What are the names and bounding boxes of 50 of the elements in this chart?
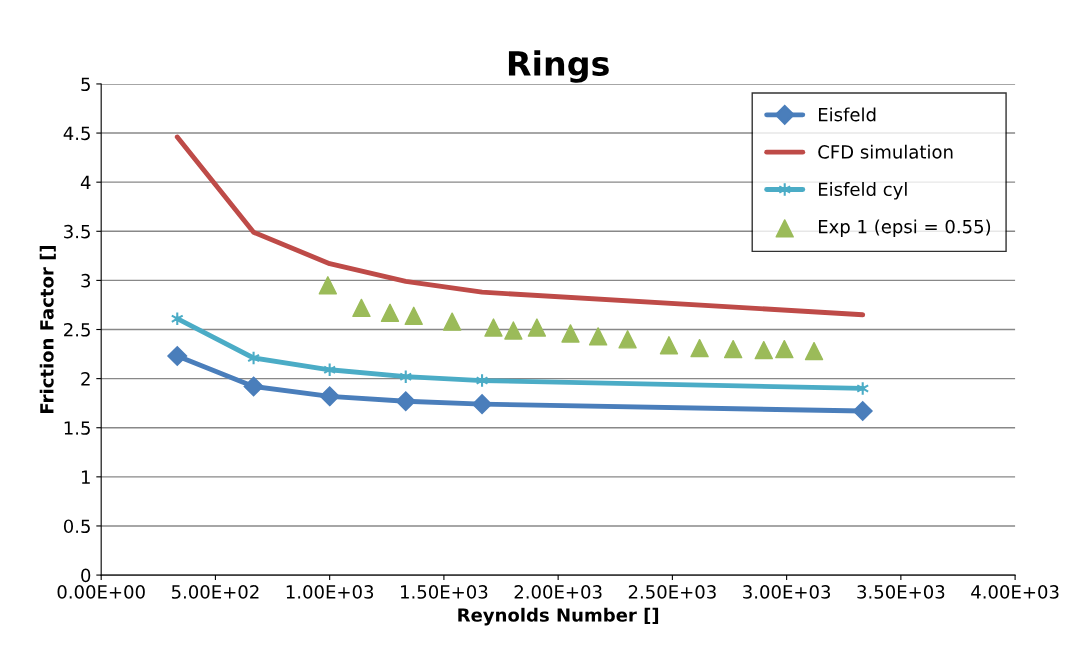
y-tick-label: 4	[80, 175, 91, 190]
point	[659, 336, 679, 355]
point	[852, 401, 873, 421]
y-axis-title: Friction Factor []	[39, 245, 56, 413]
y-tick-label: 1.5	[64, 421, 90, 435]
point	[504, 321, 523, 340]
x-tick-label: 2.00E+03	[514, 585, 602, 599]
point	[395, 391, 416, 412]
legend-label: Eisfeld	[818, 107, 876, 122]
point	[561, 324, 580, 343]
chart-title: Rings	[508, 50, 609, 83]
point	[588, 327, 608, 346]
point	[527, 318, 547, 337]
point	[775, 339, 794, 359]
point	[319, 386, 340, 407]
point	[618, 330, 637, 349]
x-axis-title: Reynolds Number []	[458, 607, 659, 626]
y-tick-label: 0.5	[63, 519, 90, 534]
point	[723, 339, 743, 359]
point	[318, 276, 338, 295]
point	[352, 298, 371, 318]
point	[442, 312, 462, 331]
legend-label: Eisfeld cyl	[818, 182, 907, 200]
y-tick-label: 4.5	[63, 126, 90, 141]
point	[804, 341, 824, 361]
point	[472, 394, 492, 415]
point	[754, 340, 773, 360]
legend-label: CFD simulation	[818, 144, 953, 159]
y-tick-label: 0	[81, 568, 91, 583]
y-tick-label: 2.5	[64, 322, 90, 337]
x-tick-label: 3.50E+03	[857, 585, 945, 599]
point	[167, 346, 188, 366]
legend-label: Exp 1 (epsi = 0.55)	[818, 219, 991, 237]
y-tick-label: 3.5	[64, 224, 90, 239]
x-tick-label: 3.00E+03	[743, 585, 831, 599]
point	[690, 338, 709, 358]
point	[484, 318, 503, 337]
x-tick-label: 1.00E+03	[286, 585, 374, 599]
x-tick-label: 1.50E+03	[401, 585, 488, 599]
point	[243, 376, 264, 397]
x-tick-label: 2.50E+03	[628, 585, 716, 599]
x-tick-label: 5.00E+02	[171, 585, 259, 599]
point	[404, 306, 423, 325]
y-tick-label: 3	[81, 273, 91, 288]
y-tick-label: 5	[81, 77, 90, 92]
point	[380, 303, 400, 323]
y-tick-label: 2	[81, 372, 90, 386]
x-tick-label: 0.00E+00	[57, 585, 145, 599]
x-tick-label: 4.00E+03	[971, 585, 1059, 599]
y-tick-label: 1	[81, 470, 90, 484]
